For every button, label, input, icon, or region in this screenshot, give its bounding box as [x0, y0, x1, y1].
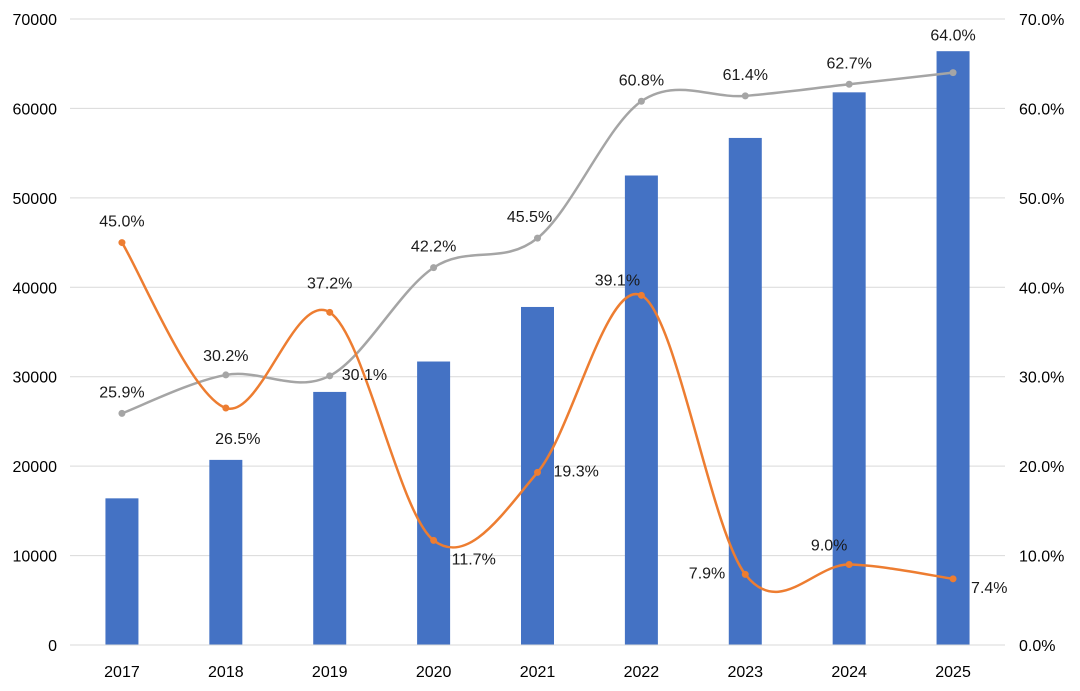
bar	[209, 459, 243, 645]
grey-data-label: 62.7%	[826, 55, 871, 72]
grey-data-label: 45.5%	[507, 209, 552, 226]
bar	[936, 51, 970, 646]
bar	[105, 498, 139, 645]
orange-data-label: 45.0%	[99, 214, 144, 231]
y-right-tick-label: 40.0%	[1019, 280, 1064, 297]
orange-series-point	[949, 575, 957, 583]
orange-series-point	[534, 468, 541, 476]
grey-series-point	[637, 97, 645, 105]
y-right-tick-label: 70.0%	[1019, 12, 1064, 29]
x-tick-label: 2019	[312, 664, 348, 681]
grey-series-point	[430, 264, 438, 272]
x-tick-label: 2020	[416, 664, 452, 681]
x-tick-label: 2017	[104, 664, 140, 681]
orange-data-label: 39.1%	[595, 272, 640, 289]
y-left-tick-label: 30000	[13, 370, 58, 387]
y-right-tick-label: 20.0%	[1019, 459, 1064, 476]
grey-series-point	[222, 371, 230, 379]
y-left-tick-label: 10000	[13, 549, 58, 566]
y-right-tick-label: 60.0%	[1019, 101, 1064, 118]
y-right-tick-label: 30.0%	[1019, 370, 1064, 387]
x-tick-label: 2025	[935, 664, 971, 681]
grey-series-point	[118, 409, 126, 417]
orange-data-label: 11.7%	[452, 551, 496, 568]
x-tick-label: 2022	[624, 664, 660, 681]
y-left-tick-label: 20000	[13, 459, 58, 476]
grey-series-point	[326, 372, 334, 380]
line-series	[118, 69, 957, 594]
grey-data-label: 30.2%	[203, 348, 248, 365]
y-right-tick-label: 10.0%	[1019, 549, 1064, 566]
x-tick-label: 2023	[727, 664, 763, 681]
bar	[521, 306, 554, 645]
grey-series-point	[741, 92, 749, 100]
y-left-tick-label: 60000	[13, 101, 58, 118]
orange-data-label: 26.5%	[215, 431, 260, 448]
grey-data-label: 25.9%	[99, 384, 144, 401]
grey-series-point	[949, 69, 957, 77]
bar	[728, 137, 762, 645]
grey-data-label: 61.4%	[723, 67, 768, 84]
grey-data-label: 30.1%	[342, 367, 387, 384]
orange-data-label: 19.3%	[554, 463, 599, 480]
bar	[624, 175, 658, 645]
bar-series	[105, 51, 970, 646]
bar	[832, 92, 866, 646]
axes: 0 0.0% 10000 10.0% 20000 20.0% 30000 30.0% 40000…	[13, 12, 1065, 681]
data-labels: 25.9% 30.2% 30.1% 42.2% 45.5% 60.8% 61.4% 62.7%…	[99, 28, 1007, 597]
orange-series-point	[430, 536, 438, 544]
y-right-tick-label: 50.0%	[1019, 191, 1064, 208]
y-left-tick-label: 50000	[13, 191, 58, 208]
x-tick-label: 2018	[208, 664, 244, 681]
orange-series-point	[222, 404, 230, 412]
orange-data-label: 7.4%	[971, 580, 1007, 597]
grey-series-point	[534, 234, 541, 242]
x-tick-label: 2024	[831, 664, 867, 681]
orange-data-label: 9.0%	[811, 538, 847, 555]
orange-data-label: 7.9%	[689, 565, 725, 582]
orange-series-point	[118, 239, 126, 247]
bar	[417, 361, 451, 645]
grey-series-point	[845, 80, 853, 88]
orange-series-point	[741, 570, 749, 578]
orange-data-label: 37.2%	[307, 275, 352, 292]
y-left-tick-label: 0	[48, 638, 57, 655]
orange-series-point	[637, 291, 645, 299]
grey-data-label: 42.2%	[411, 239, 456, 256]
y-left-tick-label: 40000	[13, 280, 58, 297]
grey-data-label: 60.8%	[619, 72, 664, 89]
y-right-tick-label: 0.0%	[1019, 638, 1055, 655]
grey-data-label: 64.0%	[930, 28, 975, 45]
x-tick-label: 2021	[520, 664, 556, 681]
y-left-tick-label: 70000	[13, 12, 58, 29]
orange-series-point	[845, 561, 853, 569]
bar	[313, 391, 347, 645]
orange-series-point	[326, 308, 334, 316]
